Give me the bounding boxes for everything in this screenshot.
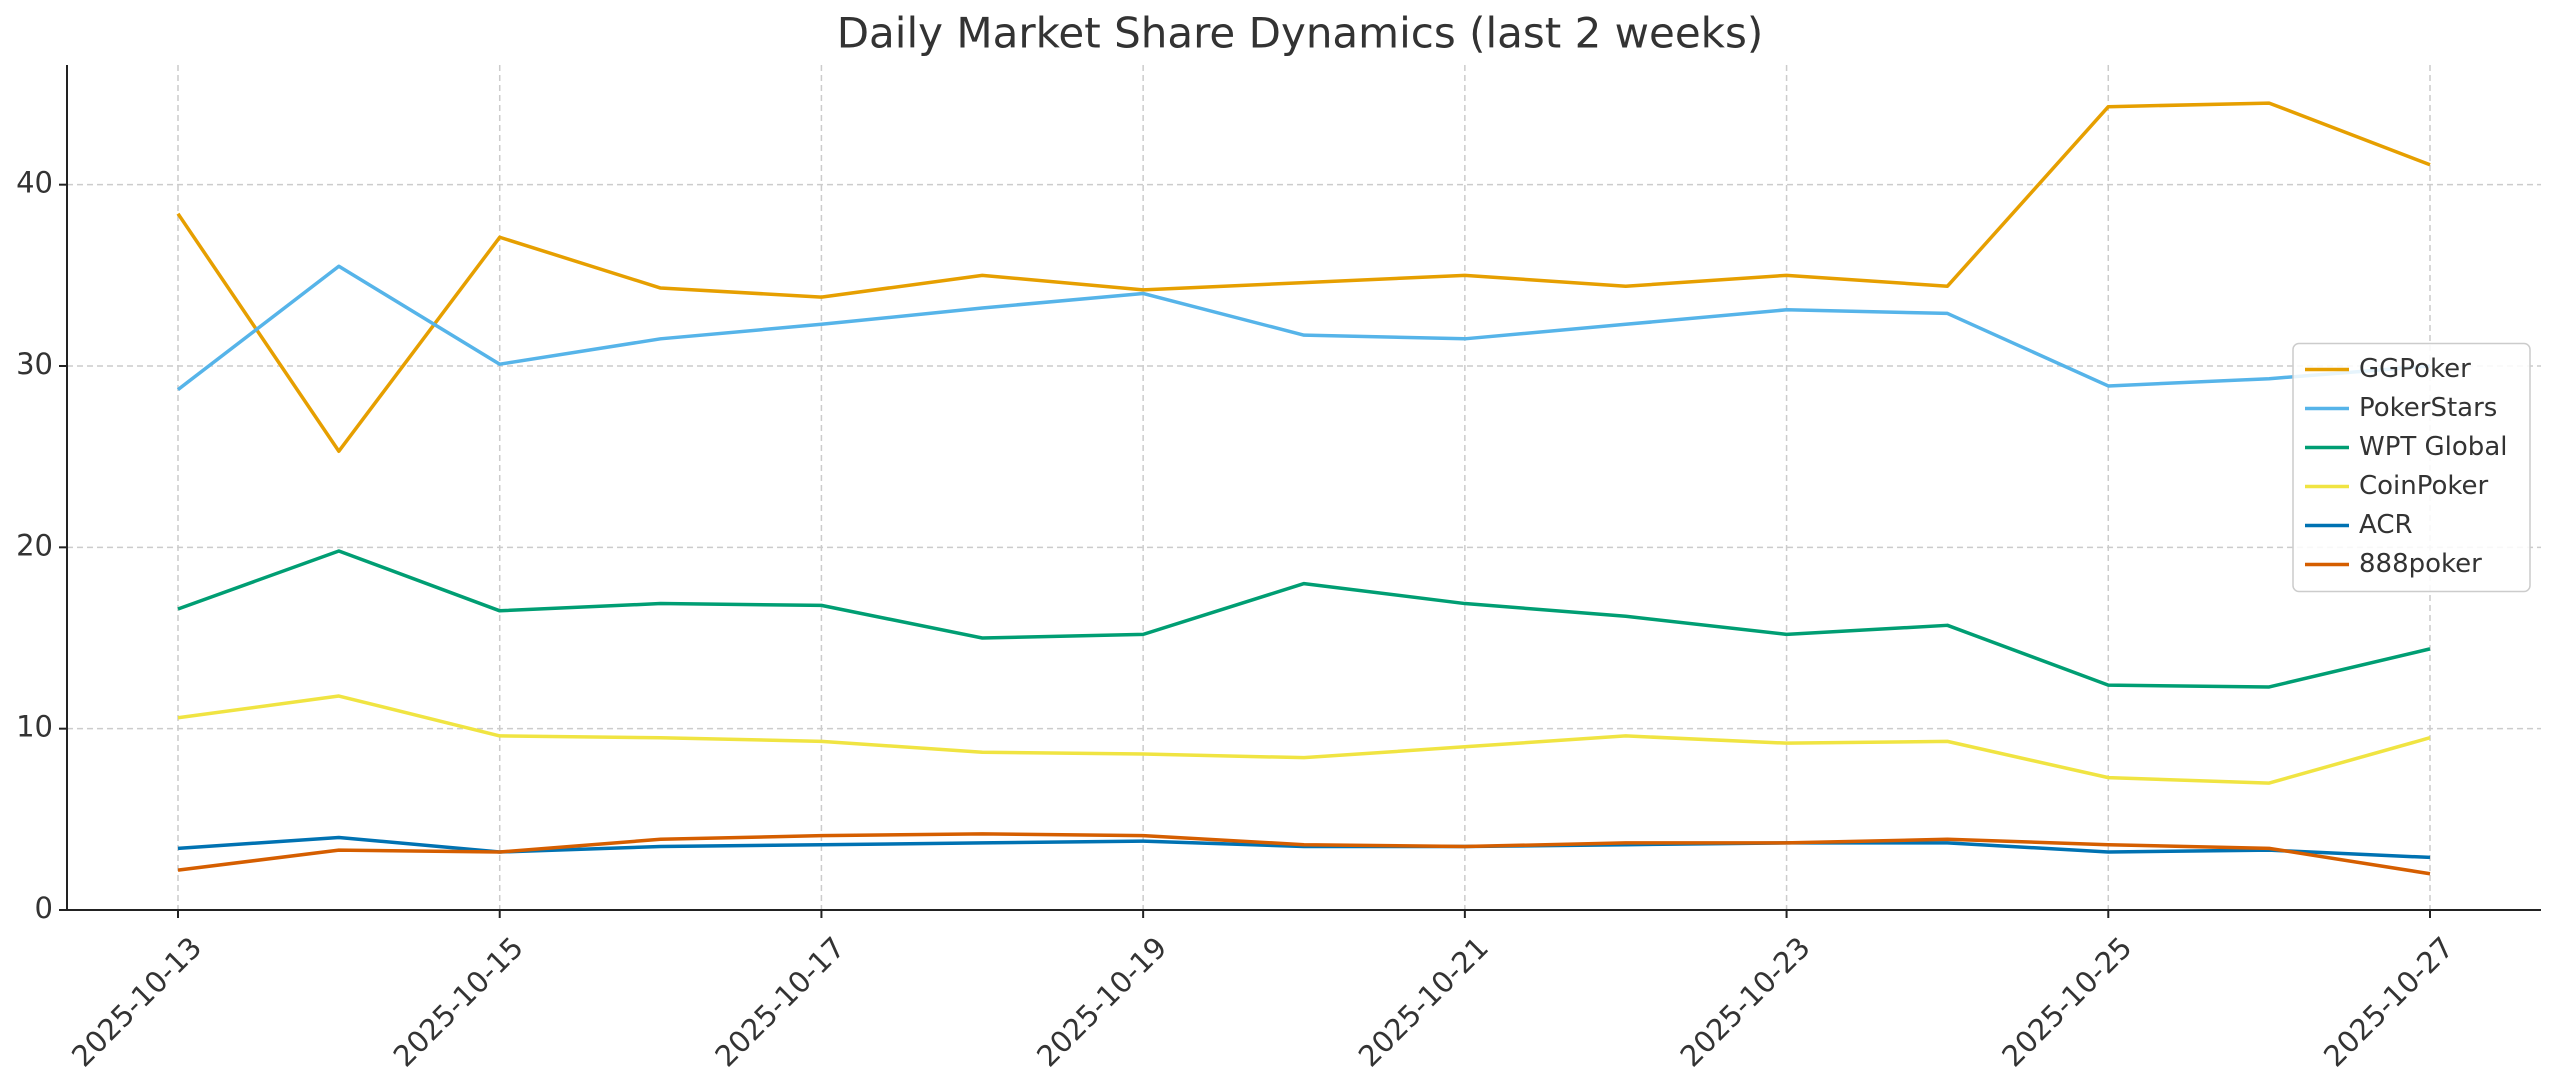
series-line — [177, 549, 2431, 689]
y-tick-label: 10 — [16, 710, 53, 744]
x-tick-label: 2025-10-13 — [65, 930, 208, 1073]
x-tick-label: 2025-10-27 — [2317, 930, 2460, 1073]
chart-title: Daily Market Share Dynamics (last 2 week… — [837, 9, 1764, 58]
x-tick-label: 2025-10-23 — [1674, 930, 1817, 1073]
series-line — [176, 101, 2431, 453]
legend-label: ACR — [2359, 510, 2413, 540]
legend-label: WPT Global — [2359, 432, 2507, 462]
x-tick-label: 2025-10-17 — [708, 930, 851, 1073]
series-line — [176, 264, 2431, 391]
series-line — [177, 694, 2431, 785]
x-tick-label: 2025-10-25 — [1995, 930, 2138, 1073]
legend-label: CoinPoker — [2359, 471, 2489, 501]
legend-label: 888poker — [2359, 549, 2482, 579]
y-tick-label: 40 — [16, 166, 53, 200]
y-tick-label: 20 — [16, 528, 53, 562]
legend-label: PokerStars — [2359, 393, 2497, 423]
series-line — [177, 835, 2431, 860]
y-tick-label: 0 — [35, 891, 53, 925]
series-line — [177, 832, 2431, 876]
x-tick-label: 2025-10-21 — [1352, 930, 1495, 1073]
legend-box — [2292, 342, 2531, 593]
y-tick-label: 30 — [16, 347, 53, 381]
legend: GGPoker PokerStars WPT Global CoinPoker ACR 8… — [2292, 342, 2531, 593]
x-tick-label: 2025-10-19 — [1030, 930, 1173, 1073]
x-tick-label: 2025-10-15 — [387, 930, 530, 1073]
legend-label: GGPoker — [2359, 354, 2471, 384]
